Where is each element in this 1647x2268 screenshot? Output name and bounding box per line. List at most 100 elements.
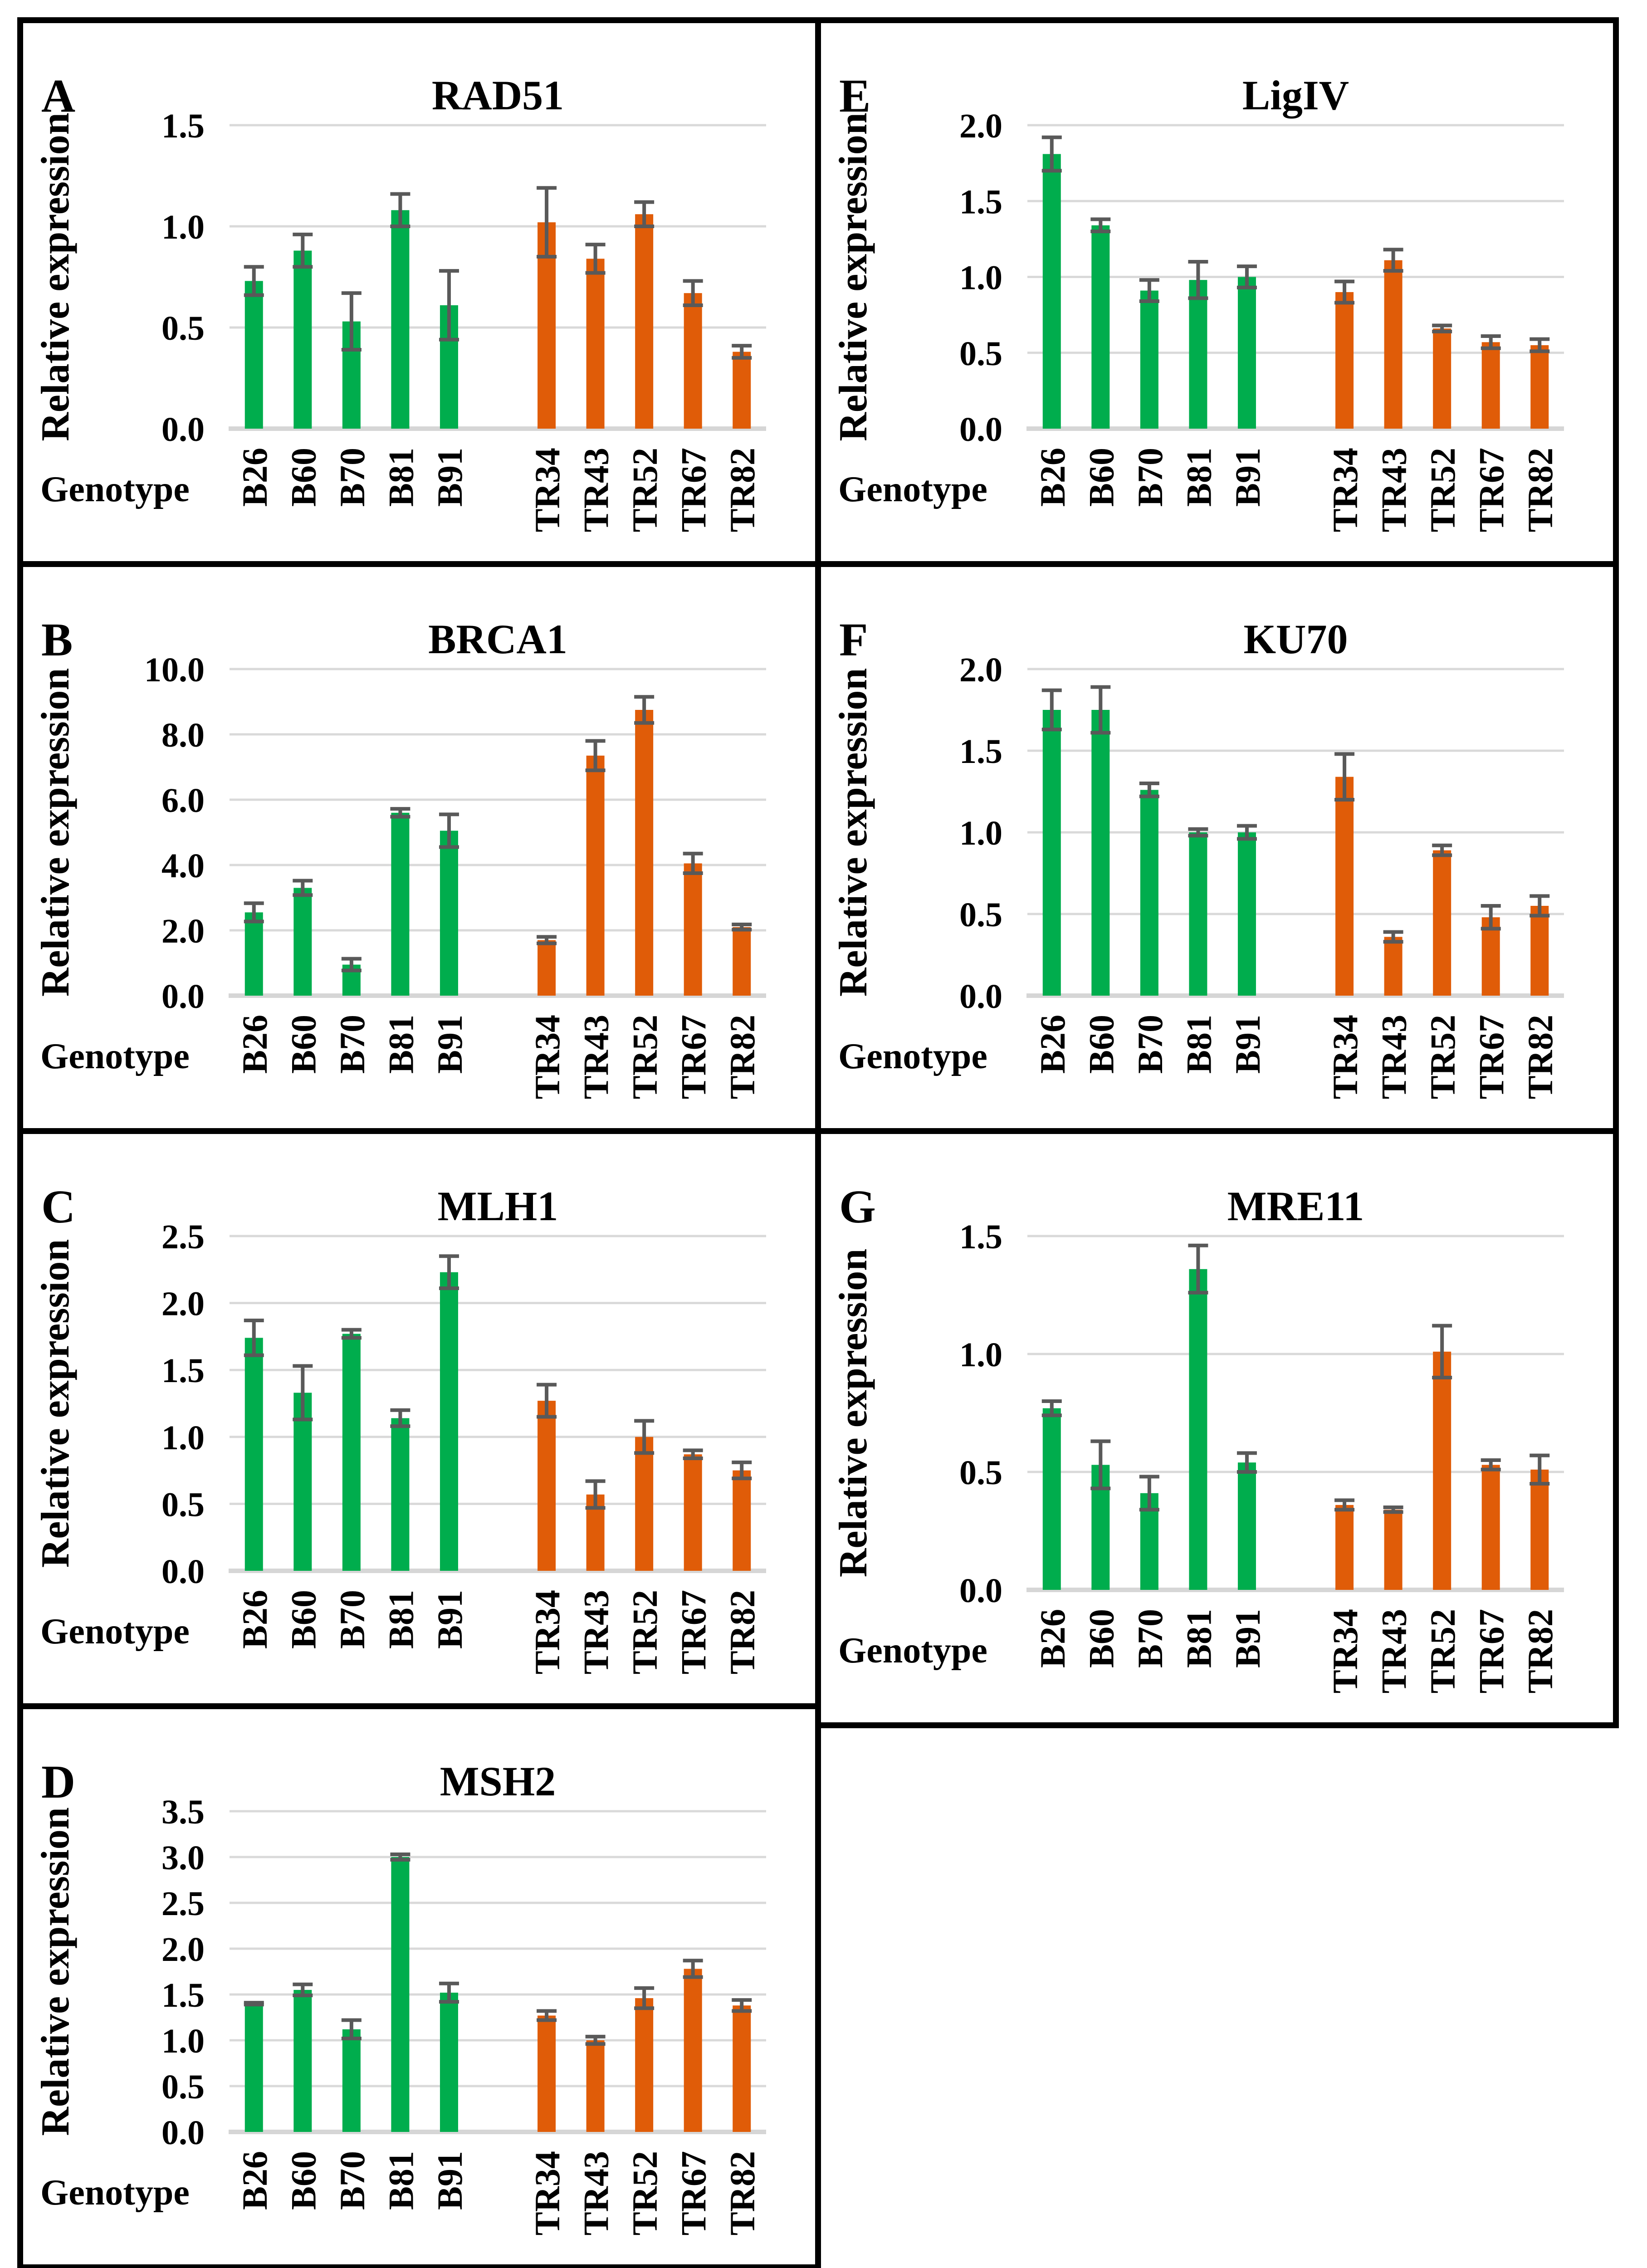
bar-B60 — [293, 888, 312, 996]
x-axis-title: Genotype — [40, 469, 190, 509]
bar-TR67 — [684, 1969, 702, 2132]
bar-B60 — [293, 1393, 312, 1571]
error-bar-B70 — [1139, 278, 1159, 303]
ytick-label-1.0: 1.0 — [959, 1336, 1002, 1374]
bar-B26 — [1042, 1408, 1061, 1590]
xtick-label-TR82: TR82 — [723, 2151, 762, 2235]
xtick-label-TR43: TR43 — [577, 1590, 616, 1674]
error-bar-B91 — [439, 812, 459, 849]
bar-TR34 — [538, 940, 556, 996]
ytick-label-3.5: 3.5 — [161, 1793, 205, 1831]
ytick-label-2.5: 2.5 — [161, 1885, 205, 1923]
bar-B81 — [1189, 1269, 1207, 1590]
xtick-label-TR82: TR82 — [723, 1590, 762, 1674]
xtick-label-B60: B60 — [283, 1590, 323, 1649]
error-bar-TR67 — [683, 1959, 703, 1979]
ytick-label-1.0: 1.0 — [959, 814, 1002, 852]
ytick-label-1.5: 1.5 — [161, 107, 205, 145]
xtick-label-B81: B81 — [381, 1590, 420, 1649]
ytick-label-0.5: 0.5 — [959, 335, 1002, 373]
error-bar-B91 — [1236, 824, 1257, 841]
error-bar-TR34 — [537, 1383, 557, 1419]
error-bar-B60 — [293, 879, 313, 897]
ytick-label-10.0: 10.0 — [144, 651, 205, 689]
bar-TR82 — [733, 1470, 751, 1571]
ytick-label-1.5: 1.5 — [161, 1352, 205, 1390]
error-bar-TR52 — [634, 1986, 655, 2010]
error-bar-B91 — [1236, 264, 1257, 289]
error-bar-B91 — [439, 1254, 459, 1290]
chart-mlh1: 0.0 0.5 1.0 1.5 2.0 2.5 C MLH1 Relative expressi… — [34, 1181, 766, 1674]
xtick-label-TR34: TR34 — [528, 1590, 567, 1674]
ytick-label-0.0: 0.0 — [161, 978, 205, 1016]
panel-e-ligiv: 0.0 0.5 1.0 1.5 2.0 E LigIV Relative expression… — [815, 17, 1619, 567]
xtick-label-TR52: TR52 — [625, 1590, 665, 1674]
bar-TR82 — [733, 352, 751, 429]
bar-TR43 — [586, 259, 605, 429]
bar-TR52 — [635, 214, 654, 429]
bar-B81 — [391, 1857, 410, 2132]
bar-B81 — [391, 1418, 410, 1571]
chart-title: LigIV — [1242, 72, 1349, 118]
error-bar-B26 — [244, 2001, 264, 2007]
ytick-label-1.5: 1.5 — [161, 1976, 205, 2014]
bar-B91 — [440, 831, 458, 996]
xtick-label-TR82: TR82 — [1520, 1015, 1560, 1099]
ytick-label-1.0: 1.0 — [959, 259, 1002, 297]
error-bar-B26 — [1041, 135, 1062, 173]
ytick-label-1.5: 1.5 — [959, 733, 1002, 771]
bar-TR43 — [1384, 1510, 1403, 1590]
xtick-label-B60: B60 — [1081, 448, 1121, 507]
ytick-label-0.0: 0.0 — [959, 411, 1002, 449]
error-bar-TR34 — [1334, 752, 1355, 802]
x-axis-title: Genotype — [838, 469, 987, 509]
y-axis-title: Relative expression — [831, 668, 875, 997]
error-bar-TR34 — [537, 2009, 557, 2022]
bar-B81 — [391, 210, 410, 429]
xtick-label-TR34: TR34 — [1325, 1609, 1365, 1693]
error-bar-TR43 — [585, 1479, 606, 1510]
error-bar-TR82 — [732, 344, 752, 360]
xtick-label-B91: B91 — [430, 1015, 469, 1074]
y-axis-title: Relative expression — [831, 112, 875, 441]
xtick-label-TR52: TR52 — [625, 2151, 665, 2235]
xtick-label-B70: B70 — [332, 1015, 372, 1074]
xtick-label-B70: B70 — [332, 2151, 372, 2210]
chart-rad51: 0.0 0.5 1.0 1.5 A RAD51 Relative expression Gen… — [34, 70, 766, 532]
panel-g-mre11: 0.0 0.5 1.0 1.5 G MRE11 Relative expression Gen… — [815, 1128, 1619, 1728]
error-bar-B70 — [341, 957, 362, 973]
xtick-label-B91: B91 — [1228, 1609, 1267, 1668]
xtick-label-B60: B60 — [1081, 1015, 1121, 1074]
y-axis-title: Relative expression — [831, 1249, 875, 1577]
bar-TR52 — [1433, 1351, 1452, 1590]
error-bar-TR52 — [634, 1419, 655, 1455]
xtick-label-TR52: TR52 — [625, 1015, 665, 1099]
xtick-label-B70: B70 — [1130, 1015, 1170, 1074]
chart-title: RAD51 — [432, 72, 564, 118]
bar-B91 — [1237, 832, 1256, 996]
error-bar-B70 — [1139, 782, 1159, 798]
panel-letter: A — [41, 70, 75, 122]
xtick-label-B70: B70 — [332, 1590, 372, 1649]
error-bar-TR52 — [1432, 843, 1452, 857]
xtick-label-B26: B26 — [1033, 1015, 1072, 1074]
ytick-label-8.0: 8.0 — [161, 716, 205, 754]
ytick-label-2.0: 2.0 — [959, 107, 1002, 145]
ytick-label-2.5: 2.5 — [161, 1218, 205, 1256]
xtick-label-TR67: TR67 — [674, 2151, 714, 2235]
error-bar-B81 — [390, 192, 411, 228]
xtick-label-B70: B70 — [332, 448, 372, 507]
bar-B26 — [244, 2004, 263, 2132]
bar-TR43 — [586, 2040, 605, 2132]
xtick-label-B81: B81 — [1179, 448, 1218, 507]
bar-TR52 — [635, 1437, 654, 1571]
bar-TR34 — [1335, 777, 1354, 996]
error-bar-TR67 — [683, 851, 703, 875]
ytick-label-1.0: 1.0 — [161, 208, 205, 246]
bar-B60 — [1091, 225, 1110, 429]
bar-TR67 — [684, 293, 702, 429]
chart-msh2: 0.0 0.5 1.0 1.5 2.0 2.5 3.0 3.5 D MSH2 Relative ex… — [34, 1756, 766, 2235]
error-bar-B81 — [390, 1852, 411, 1862]
error-bar-B60 — [1090, 1439, 1111, 1491]
error-bar-B81 — [1188, 827, 1208, 838]
